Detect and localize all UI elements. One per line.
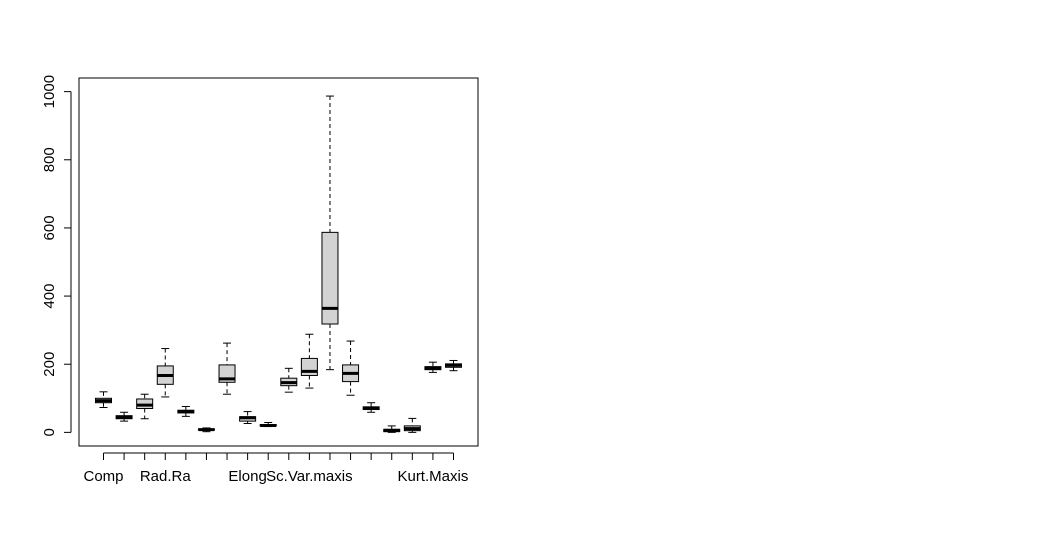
box-12 <box>321 95 339 371</box>
box-9 <box>259 421 277 428</box>
x-tick-label: Sc.Var.maxis <box>266 468 352 485</box>
y-tick-label: 200 <box>41 352 58 377</box>
box-iqr <box>321 231 339 325</box>
y-tick-label: 1000 <box>41 75 58 108</box>
box-7 <box>218 342 236 395</box>
y-tick-label: 600 <box>41 215 58 240</box>
y-axis: 0 200 400 600 800 1000 <box>41 75 72 437</box>
box-15 <box>383 425 401 433</box>
y-tick-label: 800 <box>41 147 58 172</box>
box-5 <box>177 405 195 417</box>
box-18 <box>445 359 462 372</box>
box-13 <box>342 340 360 396</box>
boxes <box>95 95 462 433</box>
box-10 <box>280 367 298 393</box>
box-4 <box>156 348 174 398</box>
x-tick-label: Kurt.Maxis <box>397 468 468 485</box>
y-tick-label: 400 <box>41 284 58 309</box>
box-16 <box>403 417 421 433</box>
plot-frame <box>78 77 479 447</box>
box-1 <box>95 391 112 408</box>
box-2 <box>115 411 133 422</box>
x-tick-label: Elong <box>228 468 266 485</box>
x-tick-label: Comp <box>83 468 123 485</box>
box-3 <box>136 393 154 420</box>
box-17 <box>424 361 442 373</box>
box-8 <box>239 411 257 425</box>
box-14 <box>362 402 380 413</box>
box-6 <box>197 427 215 433</box>
x-axis: Comp Rad.Ra Elong Sc.Var.maxis Kurt.Maxis <box>83 452 468 485</box>
x-tick-label: Rad.Ra <box>140 468 192 485</box>
y-tick-label: 0 <box>41 428 58 436</box>
box-iqr <box>300 357 318 376</box>
box-11 <box>300 333 318 389</box>
